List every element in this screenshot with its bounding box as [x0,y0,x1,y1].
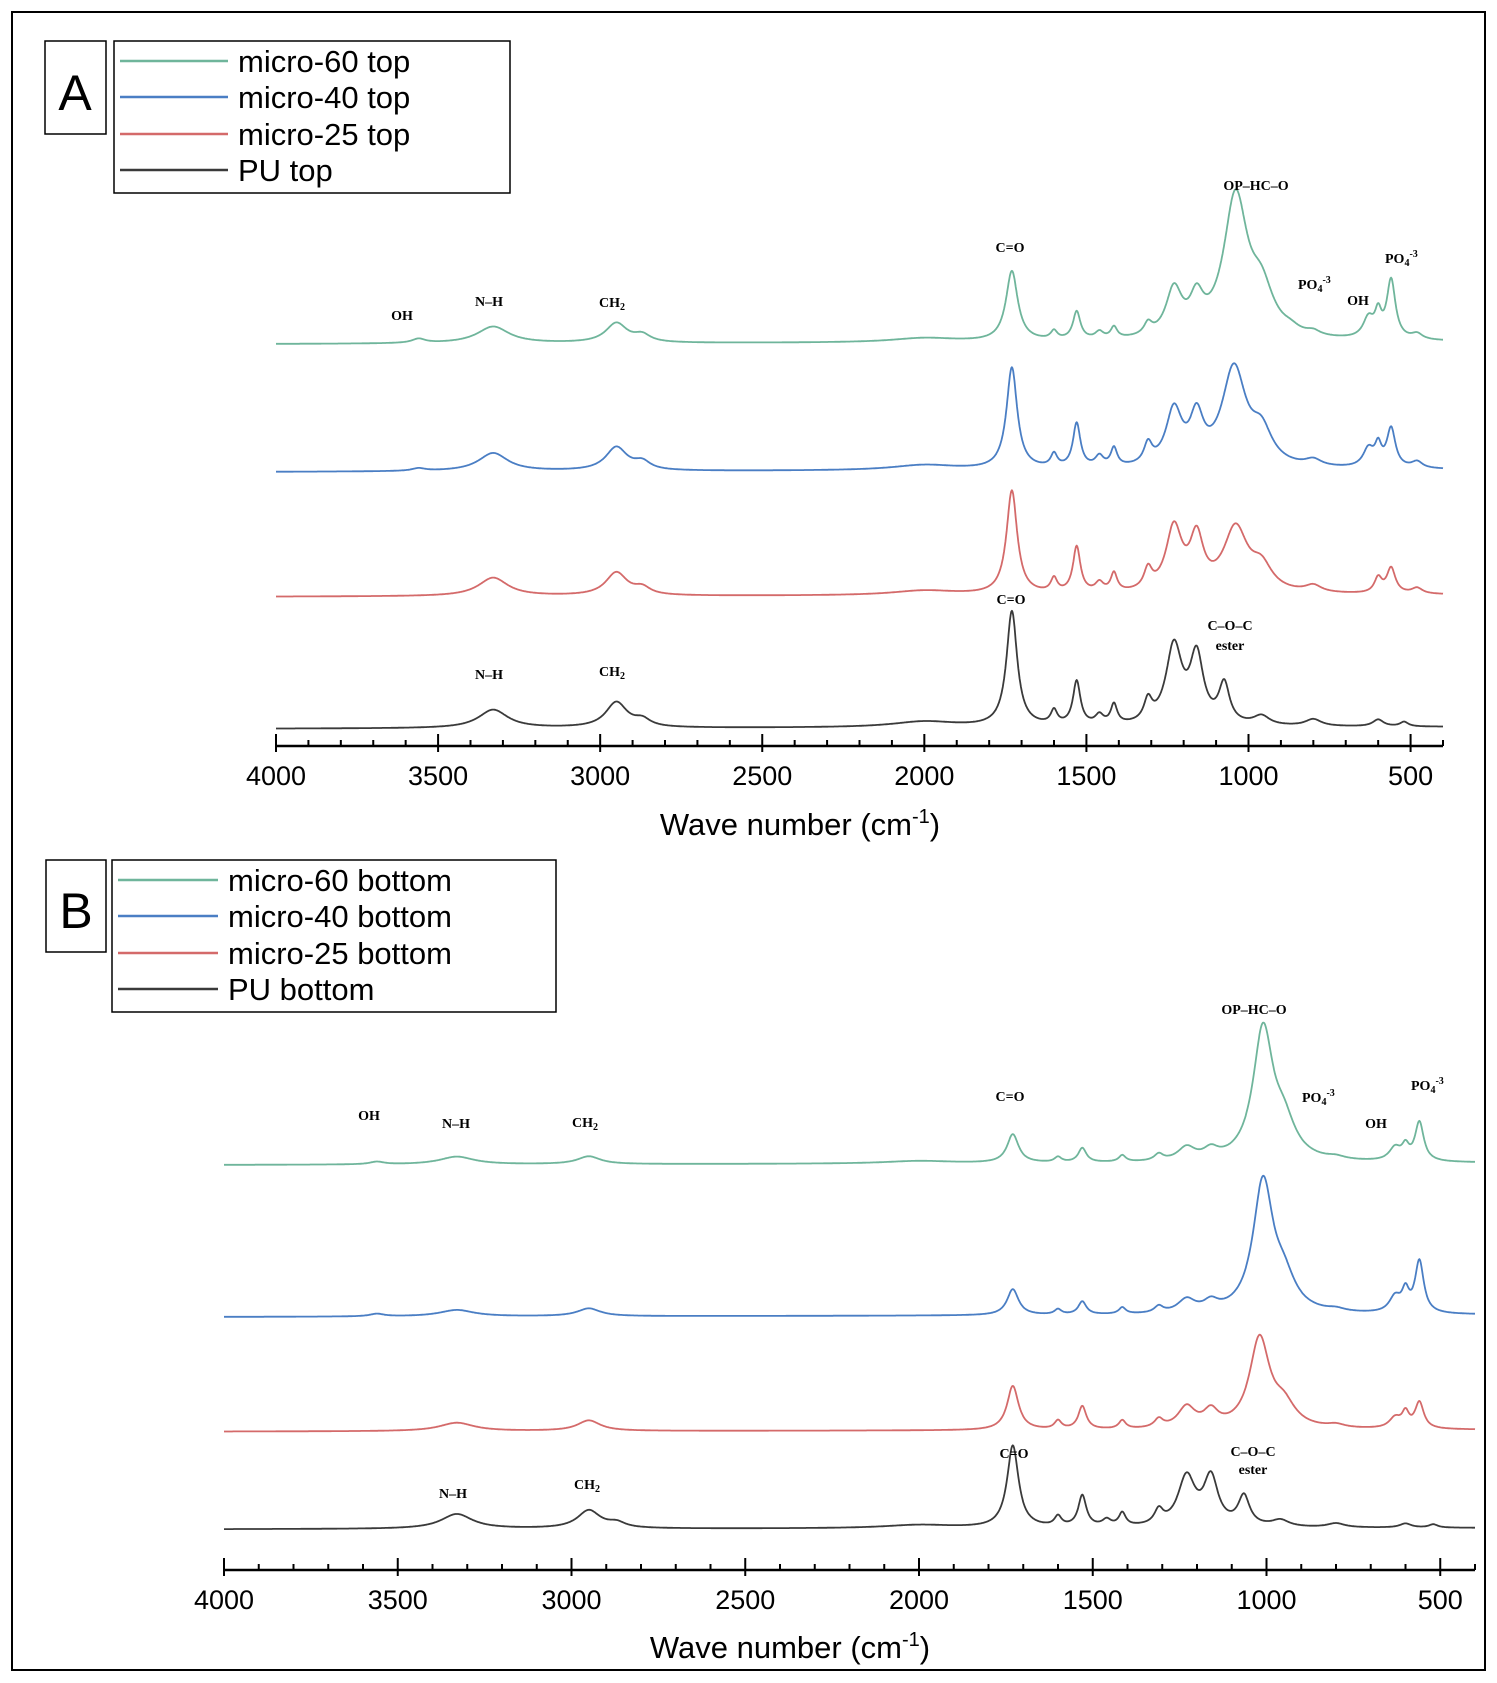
legend-label-1: micro-40 bottom [228,899,452,934]
spectrum-micro-25-bottom [223,1333,1476,1433]
legend-label-1: micro-40 top [238,80,410,115]
panel-a-letter: A [58,65,92,121]
spectrum-pu-top [275,609,1444,730]
x-tick-label: 2000 [894,761,954,791]
legend-label-2: micro-25 top [238,117,410,152]
annot-a-oh-2: OH [1347,294,1369,309]
panel-a-spectra [275,188,1444,730]
x-tick-label: 2500 [732,761,792,791]
x-tick-label: 3000 [541,1585,601,1615]
panel-a-x-axis-label: Wave number (cm-1) [660,806,940,842]
panel-b-legend: micro-60 bottom micro-40 bottom micro-25… [111,859,557,1013]
annot-b-nh-2: N–H [439,1487,467,1502]
annot-b-ch2-1: CH2 [572,1116,598,1133]
legend-label-3: PU bottom [228,972,374,1007]
panel-a-annotations: OH N–H CH2 C=O OP–HC–O PO4-3 OH PO4-3 C=… [391,179,1418,683]
x-tick-label: 500 [1418,1585,1463,1615]
x-tick-label: 4000 [246,761,306,791]
x-tick-label: 3500 [368,1585,428,1615]
x-tick-label: 1000 [1236,1585,1296,1615]
panel-b-spectra [223,1021,1476,1530]
annot-b-ophco: OP–HC–O [1221,1003,1286,1018]
spectrum-micro-60-top [275,188,1444,345]
annot-a-po4-1: PO4-3 [1298,275,1331,295]
legend-label-0: micro-60 top [238,44,410,79]
panel-a-letter-box: A [44,40,107,135]
figure-frame [11,11,1486,1671]
spectrum-pu-bottom [223,1444,1476,1530]
x-tick-label: 2500 [715,1585,775,1615]
annot-a-nh-2: N–H [475,668,503,683]
annot-a-ch2-2: CH2 [599,665,625,682]
panel-b-annotations: OH N–H CH2 C=O OP–HC–O PO4-3 OH PO4-3 C=… [358,1003,1444,1502]
x-tick-label: 1500 [1063,1585,1123,1615]
x-tick-label: 4000 [194,1585,254,1615]
annot-a-nh-1: N–H [475,295,503,310]
panel-a: A micro-60 top micro-40 top micro-25 top… [44,40,1444,842]
annot-a-ophco: OP–HC–O [1223,179,1288,194]
annot-a-co-2: C=O [997,593,1026,608]
x-tick-label: 3500 [408,761,468,791]
annot-a-co-1: C=O [996,241,1025,256]
panel-b-x-axis-label: Wave number (cm-1) [650,1629,930,1665]
annot-a-po4-2: PO4-3 [1385,249,1418,269]
legend-label-2: micro-25 bottom [228,936,452,971]
x-tick-label: 500 [1388,761,1433,791]
panel-b-letter: B [59,883,92,939]
legend-label-3: PU top [238,153,333,188]
spectrum-micro-60-bottom [223,1021,1476,1166]
x-tick-label: 1000 [1218,761,1278,791]
x-tick-label: 1500 [1056,761,1116,791]
x-tick-label: 2000 [889,1585,949,1615]
annot-b-ch2-2: CH2 [574,1478,600,1495]
annot-b-po4-1: PO4-3 [1302,1088,1335,1108]
spectrum-micro-25-top [275,489,1444,598]
panel-b-x-axis: 4000 3500 3000 2500 2000 1500 1000 500 [194,1558,1476,1615]
panel-a-x-axis: 4000 3500 3000 2500 2000 1500 1000 500 [246,734,1444,791]
annot-b-po4-2: PO4-3 [1411,1076,1444,1096]
legend-frame [113,40,511,194]
panel-b-letter-box: B [45,859,107,953]
panel-b: B micro-60 bottom micro-40 bottom micro-… [45,859,1476,1665]
spectrum-micro-40-bottom [223,1174,1476,1318]
annot-b-co-2: C=O [1000,1447,1029,1462]
annot-b-nh-1: N–H [442,1117,470,1132]
legend-label-0: micro-60 bottom [228,863,452,898]
annot-b-coc: C–O–C [1230,1445,1275,1460]
annot-b-co-1: C=O [996,1090,1025,1105]
legend-frame [111,859,557,1013]
annot-b-ester: ester [1239,1463,1268,1478]
annot-a-ch2-1: CH2 [599,296,625,313]
annot-a-ester: ester [1216,639,1245,654]
spectrum-micro-40-top [275,362,1444,473]
annot-a-oh-1: OH [391,309,413,324]
annot-b-oh-1: OH [358,1109,380,1124]
annot-b-oh-2: OH [1365,1117,1387,1132]
panel-a-legend: micro-60 top micro-40 top micro-25 top P… [113,40,511,194]
annot-a-coc: C–O–C [1207,619,1252,634]
x-tick-label: 3000 [570,761,630,791]
